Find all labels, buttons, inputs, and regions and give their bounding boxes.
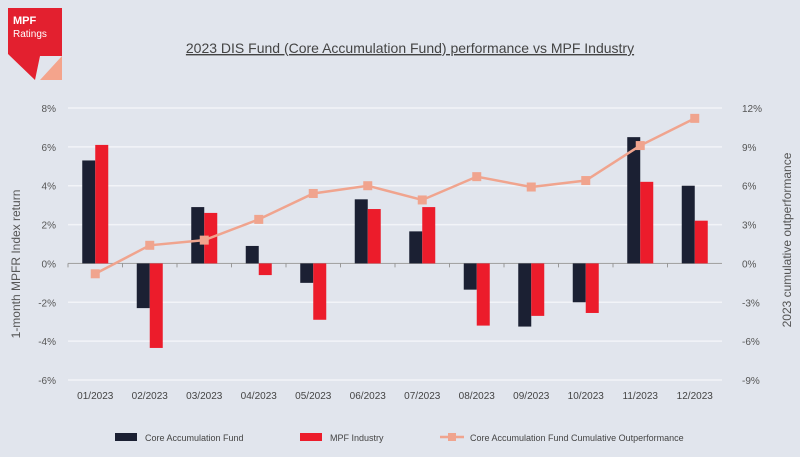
x-tick-label: 08/2023	[459, 391, 496, 402]
cumulative-outperformance-marker	[526, 182, 536, 192]
chart-title: 2023 DIS Fund (Core Accumulation Fund) p…	[186, 40, 634, 56]
bar-core-accumulation-fund	[300, 263, 314, 283]
bar-mpf-industry	[258, 263, 272, 276]
x-tick-label: 07/2023	[404, 391, 441, 402]
x-tick-label: 09/2023	[513, 391, 550, 402]
x-tick-label: 06/2023	[350, 391, 387, 402]
y2-axis-label: 2023 cumulative outperformance	[780, 152, 794, 327]
y-axis-label: 1-month MPFR Index return	[9, 190, 23, 339]
cumulative-outperformance-marker	[199, 235, 209, 245]
y2-tick-label: 0%	[742, 259, 757, 270]
bar-core-accumulation-fund	[409, 231, 423, 264]
y2-tick-label: 3%	[742, 221, 757, 232]
y2-tick-label: 6%	[742, 182, 757, 193]
cumulative-outperformance-marker	[581, 176, 591, 186]
bar-core-accumulation-fund	[681, 185, 695, 264]
x-tick-label: 04/2023	[241, 391, 278, 402]
x-tick-label: 02/2023	[132, 391, 169, 402]
y-tick-label: -6%	[38, 376, 56, 387]
y-tick-label: -2%	[38, 298, 56, 309]
bar-core-accumulation-fund	[518, 263, 532, 327]
cumulative-outperformance-marker	[690, 113, 700, 123]
cumulative-outperformance-marker	[363, 181, 373, 191]
bar-core-accumulation-fund	[245, 245, 259, 264]
bar-mpf-industry	[313, 263, 327, 320]
logo-text-1: MPF	[13, 15, 37, 27]
bar-core-accumulation-fund	[82, 160, 96, 264]
bar-mpf-industry	[422, 207, 436, 264]
bar-mpf-industry	[367, 209, 381, 264]
y2-tick-label: 12%	[742, 104, 762, 115]
bar-core-accumulation-fund	[463, 263, 477, 290]
x-tick-label: 05/2023	[295, 391, 332, 402]
legend-swatch	[300, 433, 322, 441]
bar-mpf-industry	[95, 144, 109, 264]
cumulative-outperformance-marker	[90, 269, 100, 279]
bar-mpf-industry	[585, 263, 599, 313]
x-tick-label: 11/2023	[623, 391, 659, 402]
y-tick-label: 8%	[42, 104, 57, 115]
bar-core-accumulation-fund	[354, 199, 368, 264]
x-tick-label: 10/2023	[568, 391, 605, 402]
y-tick-label: 0%	[42, 259, 57, 270]
logo-text-2: Ratings	[13, 29, 47, 40]
y-tick-label: 4%	[42, 182, 57, 193]
cumulative-outperformance-marker	[635, 141, 645, 151]
bar-mpf-industry	[640, 181, 654, 264]
cumulative-outperformance-marker	[145, 240, 155, 250]
bar-core-accumulation-fund	[136, 263, 150, 309]
legend-label: Core Accumulation Fund	[145, 433, 244, 443]
bar-mpf-industry	[694, 220, 708, 264]
cumulative-outperformance-marker	[254, 214, 264, 224]
logo-accent	[40, 56, 62, 80]
x-tick-label: 12/2023	[677, 391, 714, 402]
bar-core-accumulation-fund	[627, 137, 641, 264]
y2-tick-label: -6%	[742, 337, 760, 348]
cumulative-outperformance-marker	[417, 195, 427, 205]
y2-tick-label: -3%	[742, 298, 760, 309]
cumulative-outperformance-line	[94, 117, 696, 275]
x-tick-label: 01/2023	[77, 391, 114, 402]
cumulative-outperformance-marker	[472, 172, 482, 182]
bar-core-accumulation-fund	[572, 263, 586, 303]
cumulative-outperformance-marker	[308, 188, 318, 198]
y2-tick-label: -9%	[742, 376, 760, 387]
bar-mpf-industry	[531, 263, 545, 316]
y-tick-label: -4%	[38, 337, 56, 348]
logo-shape	[8, 8, 62, 80]
legend-swatch-marker	[448, 433, 456, 441]
legend-swatch	[115, 433, 137, 441]
y-tick-label: 6%	[42, 143, 57, 154]
legend-label: MPF Industry	[330, 433, 384, 443]
bar-mpf-industry	[476, 263, 490, 326]
x-tick-label: 03/2023	[186, 391, 223, 402]
logo: MPF Ratings	[8, 8, 62, 80]
bar-core-accumulation-fund	[191, 207, 205, 264]
y-tick-label: 2%	[42, 221, 57, 232]
legend-label: Core Accumulation Fund Cumulative Outper…	[470, 433, 684, 443]
y2-tick-label: 9%	[742, 143, 757, 154]
bar-mpf-industry	[149, 263, 163, 348]
